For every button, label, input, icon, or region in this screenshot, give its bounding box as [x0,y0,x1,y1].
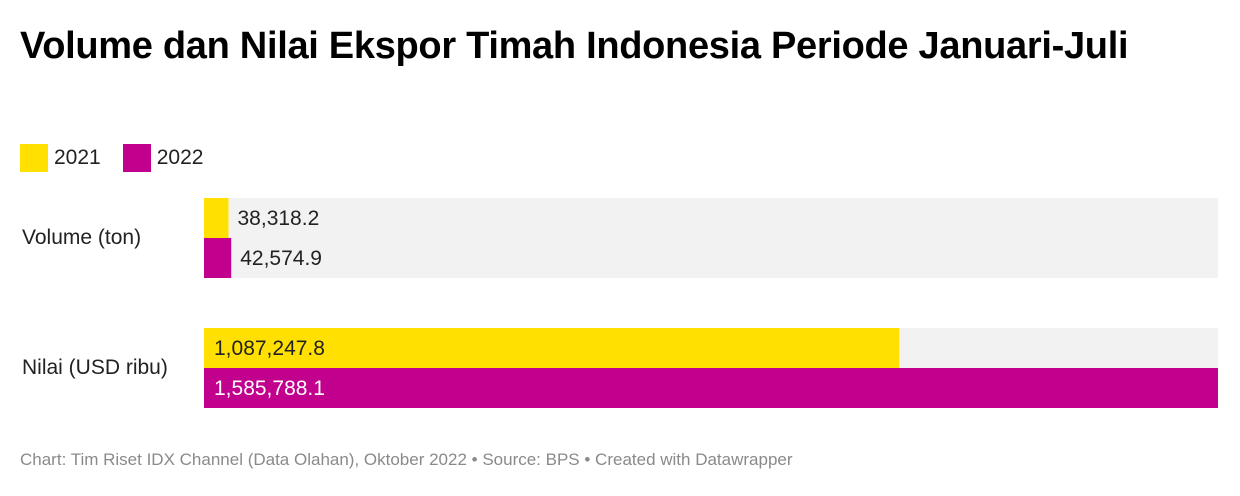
value-label-volume-2022: 42,574.9 [240,247,322,270]
legend-label-2021: 2021 [54,146,101,169]
legend-item-2021: 2021 [20,144,101,172]
bar-volume-2021 [204,198,229,238]
legend: 2021 2022 [20,144,225,172]
chart-title: Volume dan Nilai Ekspor Timah Indonesia … [20,25,1129,67]
legend-label-2022: 2022 [156,146,204,169]
category-label-volume: Volume (ton) [22,226,142,249]
bar-nilai-2021 [204,328,900,368]
legend-item-2022: 2022 [122,144,204,172]
bar-background-volume [204,198,1218,278]
value-label-nilai-2021: 1,087,247.8 [214,337,325,360]
bar-nilai-2022 [204,368,1218,408]
legend-swatch-2021 [20,144,48,172]
legend-swatch-2022 [122,144,151,172]
value-label-volume-2021: 38,318.2 [238,207,320,230]
value-label-nilai-2022: 1,585,788.1 [214,377,325,400]
category-label-nilai: Nilai (USD ribu) [22,356,168,379]
bar-volume-2022 [204,238,232,278]
chart-footer: Chart: Tim Riset IDX Channel (Data Olaha… [20,450,793,469]
